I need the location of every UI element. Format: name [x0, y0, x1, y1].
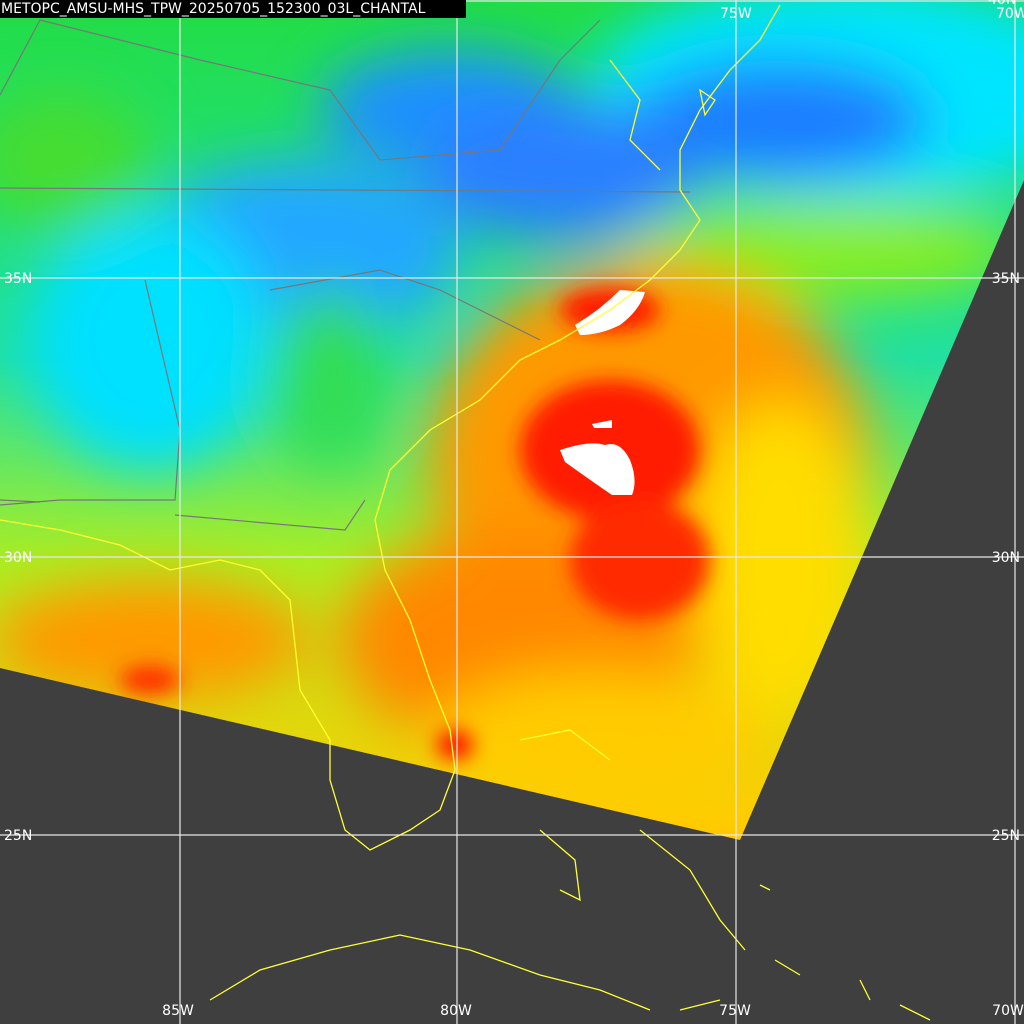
title: METOPC_AMSU-MHS_TPW_20250705_152300_03L_… [1, 1, 426, 17]
state-borders [0, 19, 691, 531]
lon-label: 85W [162, 1003, 194, 1019]
lat-label: 30N [4, 550, 32, 566]
grid-labels: 75W 70W 40N 35N 30N 25N 35N 30N 25N 85W … [4, 0, 1024, 1019]
lon-label: 80W [440, 1003, 472, 1019]
lon-label: 70W [996, 6, 1024, 22]
lat-label: 25N [4, 828, 32, 844]
lat-label: 40N [988, 0, 1016, 8]
lat-label: 25N [992, 828, 1020, 844]
lon-label: 75W [719, 1003, 751, 1019]
lon-label: 75W [720, 6, 752, 22]
lat-label: 30N [992, 550, 1020, 566]
coastlines [0, 4, 931, 1021]
lat-label: 35N [4, 271, 32, 287]
lon-label: 70W [992, 1003, 1024, 1019]
title-background [0, 0, 466, 18]
lat-label: 35N [992, 271, 1020, 287]
